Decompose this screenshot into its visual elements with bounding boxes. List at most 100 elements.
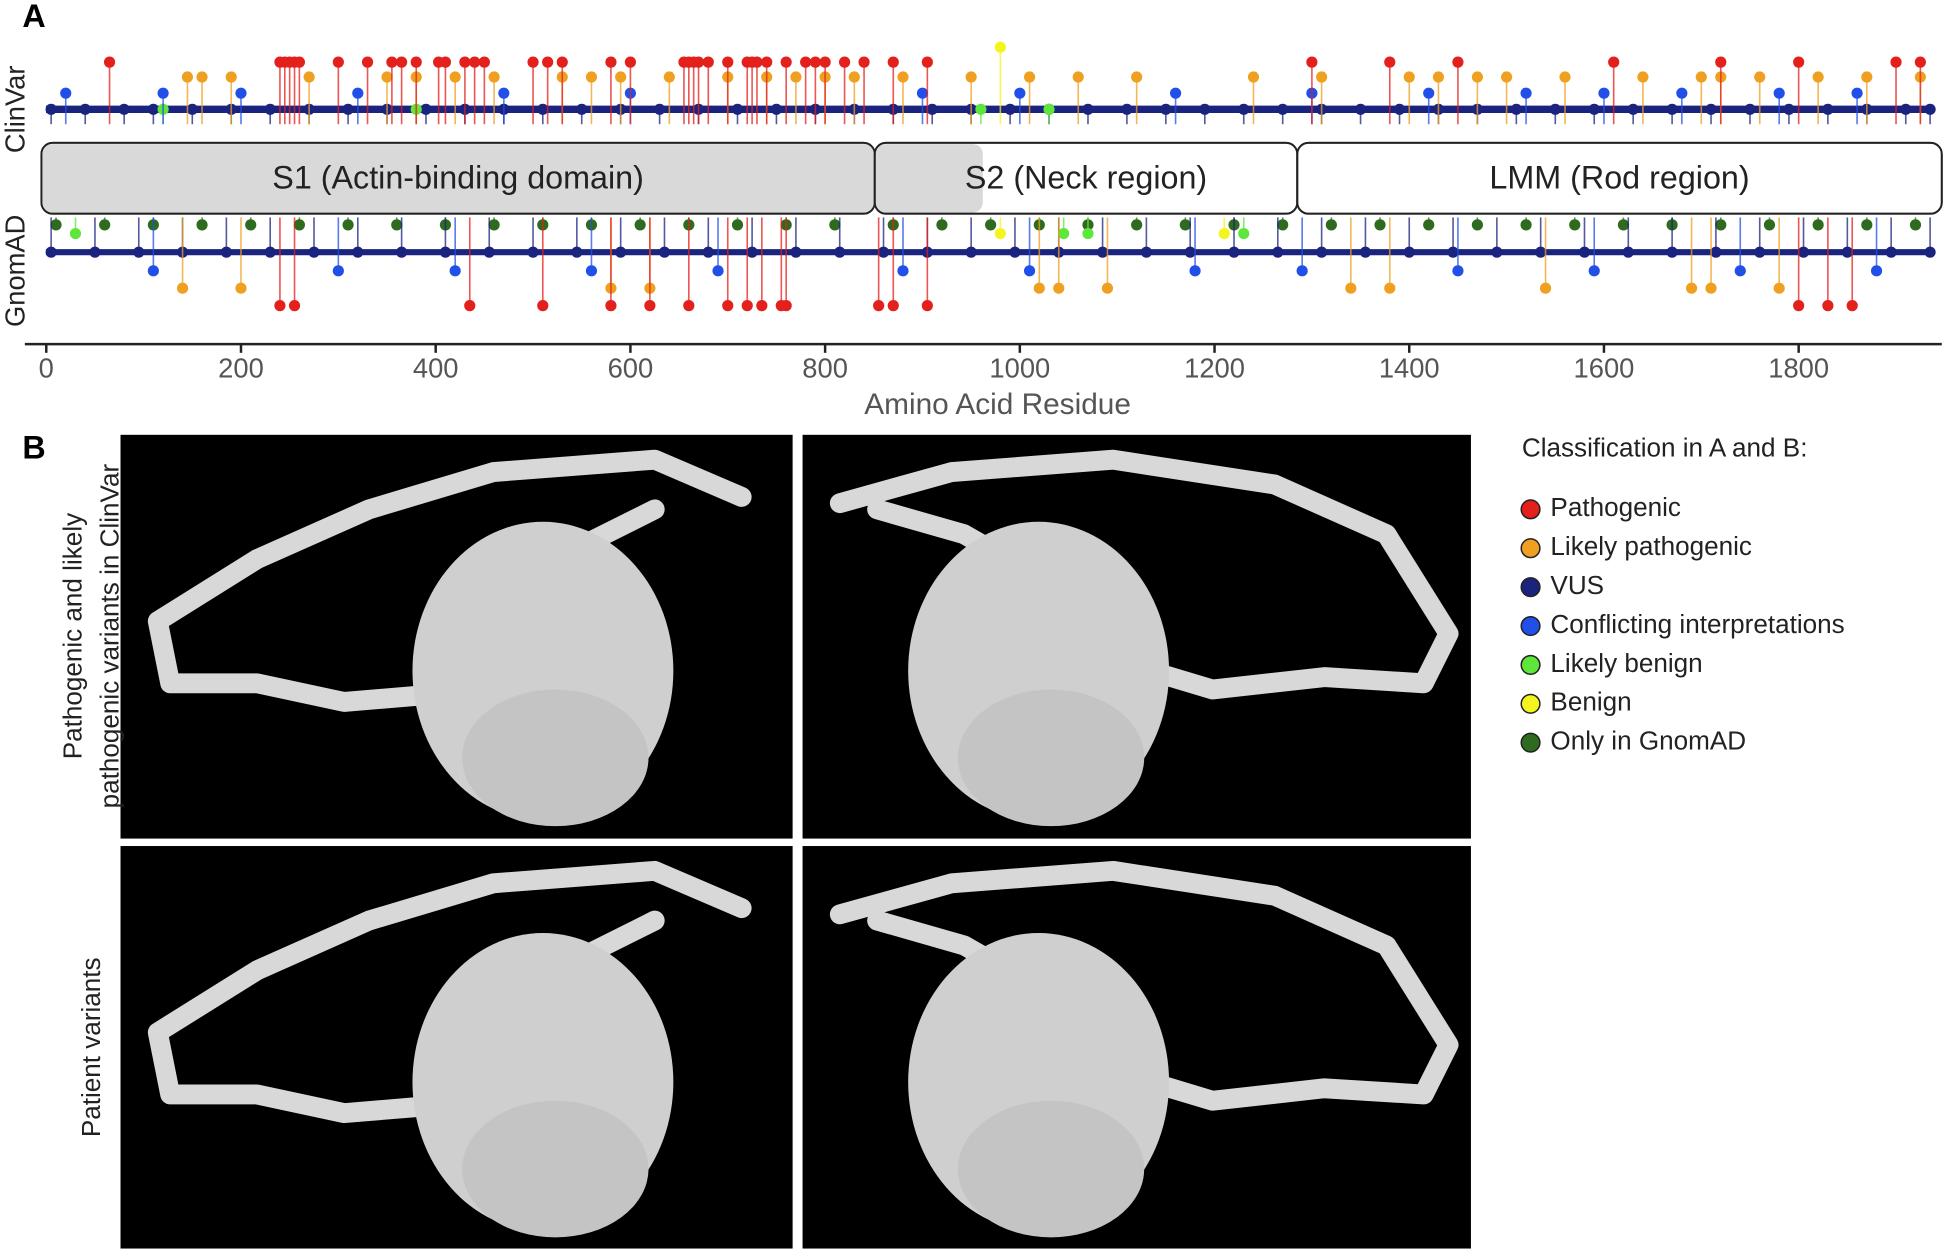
lollipop-head: [293, 219, 305, 231]
lollipop-head: [1588, 103, 1600, 115]
lollipop-head: [1325, 219, 1337, 231]
lollipop-head: [1043, 103, 1055, 115]
lollipop-head: [176, 282, 189, 294]
lollipop-head: [537, 103, 549, 115]
lollipop-head: [1705, 103, 1717, 115]
lollipop-head: [79, 103, 91, 115]
lollipop-head: [293, 56, 305, 68]
legend-swatch: [1520, 499, 1541, 520]
lollipop-head: [537, 300, 549, 312]
track-label: GnomAD: [0, 215, 31, 327]
lollipop-head: [985, 219, 997, 231]
lollipop-head: [800, 56, 812, 68]
lollipop-head: [1423, 219, 1435, 231]
lollipop-head: [1549, 103, 1561, 115]
lollipop-head: [1452, 265, 1464, 277]
lollipop-head: [1846, 300, 1858, 312]
lollipop-head: [469, 56, 481, 68]
lollipop-head: [1316, 246, 1328, 258]
lollipop-head: [1384, 56, 1396, 68]
lollipop-head: [1238, 227, 1250, 240]
lollipop-head: [1793, 56, 1805, 68]
lollipop-head: [751, 56, 763, 68]
legend-swatch: [1520, 654, 1541, 675]
domain-label: LMM (Rod region): [1489, 160, 1749, 196]
lollipop-head: [1924, 246, 1936, 258]
lollipop-head: [396, 56, 408, 68]
lollipop-head: [975, 103, 987, 115]
domain-shade: [42, 144, 875, 213]
lollipop-head: [1773, 282, 1785, 294]
lollipop-head: [615, 71, 627, 83]
lollipop-head: [1082, 227, 1094, 240]
lollipop-head: [663, 71, 675, 83]
lollipop-head: [99, 219, 111, 231]
lollipop-head: [1160, 103, 1172, 115]
domain-label: S1 (Actin-binding domain): [272, 160, 644, 196]
lollipop-head: [761, 56, 773, 68]
lollipop-head: [1851, 87, 1863, 99]
lollipop-head: [69, 227, 82, 240]
lollipop-head: [1014, 87, 1026, 99]
lollipop-head: [926, 103, 938, 115]
lollipop-head: [887, 300, 899, 312]
lollipop-head: [994, 41, 1006, 53]
lollipop-head: [756, 300, 768, 312]
lollipop-head: [396, 246, 408, 258]
lollipop-head: [1306, 56, 1318, 68]
lollipop-head: [1096, 246, 1109, 258]
lollipop-head: [220, 246, 232, 258]
lollipop-head: [994, 227, 1006, 240]
lollipop-head: [722, 56, 734, 68]
legend-swatch: [1520, 577, 1541, 598]
lollipop-head: [965, 71, 977, 83]
lollipop-head: [1316, 71, 1328, 83]
lollipop-head: [1471, 219, 1483, 231]
legend-title: Classification in A and B:: [1522, 433, 1808, 463]
lollipop-head: [576, 103, 588, 115]
lollipop-head: [1082, 103, 1094, 115]
domain: S2 (Neck region): [873, 141, 1299, 215]
lollipop-head: [1447, 246, 1459, 258]
legend-label: Conflicting interpretations: [1550, 609, 1844, 639]
lollipop-head: [1199, 103, 1211, 115]
lollipop-head: [342, 103, 354, 115]
lollipop-head: [615, 246, 627, 258]
lollipop-head: [45, 246, 57, 258]
lollipop-head: [1053, 282, 1065, 294]
lollipop-head: [488, 71, 500, 83]
lollipop-head: [1170, 87, 1182, 99]
protein-rendering: [829, 449, 1459, 827]
lollipop-head: [133, 246, 145, 258]
lollipop-head: [1501, 71, 1513, 83]
lollipop-head: [1354, 103, 1367, 115]
lollipop-head: [449, 265, 461, 277]
lollipop-head: [658, 246, 671, 258]
lollipop-head: [118, 103, 130, 115]
lollipop-head: [897, 71, 909, 83]
lollipop-head: [1861, 71, 1873, 83]
lollipop-head: [1072, 71, 1084, 83]
lollipop-head: [1870, 265, 1883, 277]
lollipop-head: [1277, 103, 1289, 115]
lollipop-head: [196, 71, 208, 83]
lollipop-head: [1121, 103, 1133, 115]
legend-label: Likely pathogenic: [1550, 531, 1752, 561]
lollipop-head: [352, 246, 364, 258]
panel-label: B: [22, 429, 45, 465]
lollipop-head: [605, 300, 617, 312]
lollipop-head: [1009, 246, 1021, 258]
lollipop-head: [1666, 103, 1678, 115]
lollipop-head: [1393, 103, 1406, 115]
lollipop-head: [288, 300, 301, 312]
lollipop-head: [1763, 219, 1776, 231]
lollipop-head: [1535, 246, 1547, 258]
lollipop-head: [1812, 71, 1824, 83]
lollipop-head: [498, 87, 510, 99]
protein-head: [957, 1100, 1145, 1238]
lollipop-head: [829, 219, 841, 231]
lollipop-head: [746, 246, 758, 258]
lollipop-head: [1539, 282, 1552, 294]
lollipop-head: [809, 56, 821, 68]
